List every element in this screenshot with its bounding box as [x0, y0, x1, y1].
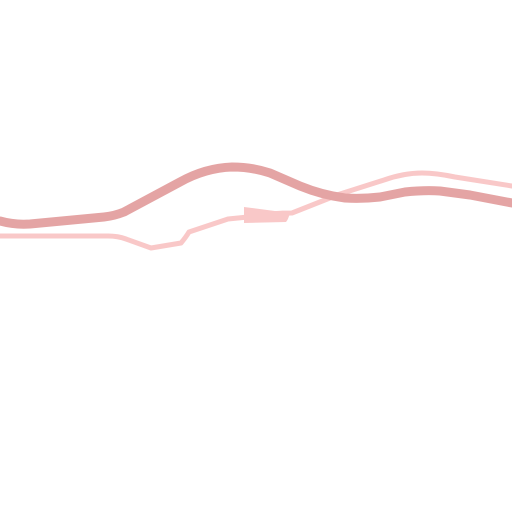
road-junction-marker [244, 207, 290, 223]
primary-road[interactable] [0, 162, 512, 229]
